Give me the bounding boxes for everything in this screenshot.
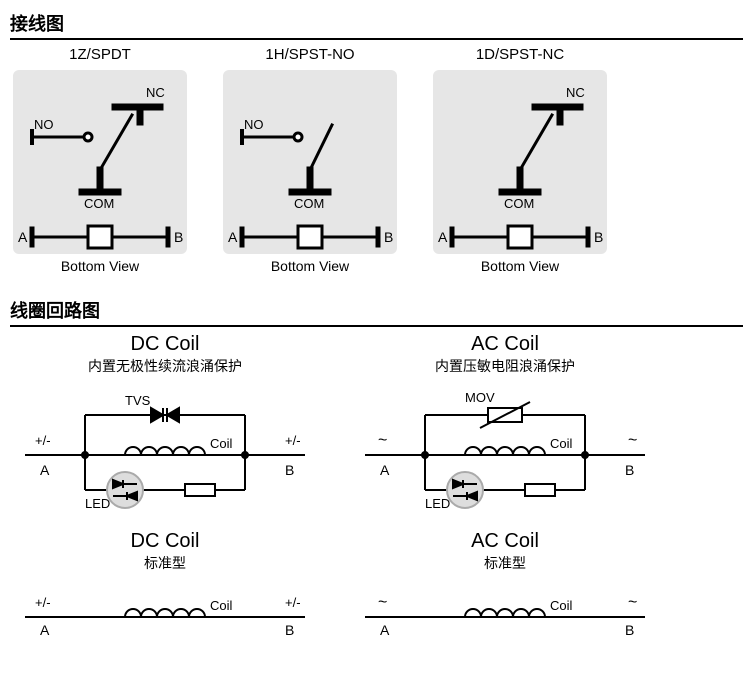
- ac-std-sub: 标准型: [484, 553, 526, 573]
- ac-std-col: AC Coil 标准型 ~ ~ A B Coil: [350, 530, 660, 647]
- wiring-diagram: NC COM A B Bottom View: [430, 67, 610, 277]
- a-label: A: [40, 462, 50, 478]
- mov-label: MOV: [465, 390, 495, 405]
- a-label: A: [228, 229, 238, 245]
- dc-protected-col: DC Coil 内置无极性续流浪涌保护: [10, 333, 320, 510]
- a-label: A: [438, 229, 448, 245]
- b-label: B: [625, 622, 634, 638]
- b-label: B: [285, 622, 294, 638]
- a-label: A: [18, 229, 28, 245]
- a-label: A: [380, 462, 390, 478]
- dc-coil-title: DC Coil: [131, 333, 200, 356]
- b-label: B: [285, 462, 294, 478]
- sign-left: +/-: [35, 433, 51, 448]
- coil-row-standard: DC Coil 标准型 +/- +/- A B Coil AC Coil 标准型: [10, 530, 743, 647]
- ac-protected-diagram: ~ ~ A B MOV Coil LED: [350, 380, 660, 510]
- led-label: LED: [85, 496, 110, 510]
- a-label: A: [380, 622, 390, 638]
- led-label: LED: [425, 496, 450, 510]
- sign-right: +/-: [285, 595, 301, 610]
- a-label: A: [40, 622, 50, 638]
- dc-std-diagram: +/- +/- A B Coil: [10, 577, 320, 647]
- dc-std-col: DC Coil 标准型 +/- +/- A B Coil: [10, 530, 320, 647]
- sign-right: +/-: [285, 433, 301, 448]
- bottom-view-label: Bottom View: [481, 258, 560, 274]
- coil-section-title: 线圈回路图: [10, 297, 743, 327]
- b-label: B: [174, 229, 183, 245]
- com-label: COM: [294, 196, 324, 211]
- sign-right: ~: [628, 594, 637, 611]
- coil-label: Coil: [550, 598, 573, 613]
- wiring-label: 1Z/SPDT: [69, 46, 131, 63]
- coil-row-protected: DC Coil 内置无极性续流浪涌保护: [10, 333, 743, 510]
- wiring-label: 1H/SPST-NO: [265, 46, 354, 63]
- no-label: NO: [34, 117, 54, 132]
- tvs-label: TVS: [125, 393, 151, 408]
- sign-left: +/-: [35, 595, 51, 610]
- com-label: COM: [504, 196, 534, 211]
- ac-coil-title: AC Coil: [471, 333, 539, 356]
- com-label: COM: [84, 196, 114, 211]
- wiring-label: 1D/SPST-NC: [476, 46, 564, 63]
- wiring-diagram: NO COM A B Bottom View: [220, 67, 400, 277]
- wiring-col-2: 1D/SPST-NC NC COM A B Bottom View: [430, 46, 610, 277]
- wiring-section-title: 接线图: [10, 10, 743, 40]
- bottom-view-label: Bottom View: [61, 258, 140, 274]
- ac-coil-sub: 内置压敏电阻浪涌保护: [435, 356, 575, 376]
- ac-protected-col: AC Coil 内置压敏电阻浪涌保护: [350, 333, 660, 510]
- sign-left: ~: [378, 594, 387, 611]
- ac-std-title: AC Coil: [471, 530, 539, 553]
- coil-label: Coil: [210, 598, 233, 613]
- dc-protected-diagram: +/- +/- A B TVS Coil LED: [10, 380, 320, 510]
- wiring-row: 1Z/SPDT NC NO COM A B Bottom View 1H/SPST-NO NO C…: [10, 46, 743, 277]
- wiring-col-0: 1Z/SPDT NC NO COM A B Bottom View: [10, 46, 190, 277]
- sign-right: ~: [628, 432, 637, 449]
- no-label: NO: [244, 117, 264, 132]
- sign-left: ~: [378, 432, 387, 449]
- coil-label: Coil: [550, 436, 573, 451]
- b-label: B: [594, 229, 603, 245]
- nc-label: NC: [566, 85, 585, 100]
- ac-std-diagram: ~ ~ A B Coil: [350, 577, 660, 647]
- b-label: B: [384, 229, 393, 245]
- coil-label: Coil: [210, 436, 233, 451]
- wiring-diagram: NC NO COM A B Bottom View: [10, 67, 190, 277]
- bottom-view-label: Bottom View: [271, 258, 350, 274]
- wiring-col-1: 1H/SPST-NO NO COM A B Bottom View: [220, 46, 400, 277]
- nc-label: NC: [146, 85, 165, 100]
- dc-std-sub: 标准型: [144, 553, 186, 573]
- dc-coil-sub: 内置无极性续流浪涌保护: [88, 356, 242, 376]
- dc-std-title: DC Coil: [131, 530, 200, 553]
- b-label: B: [625, 462, 634, 478]
